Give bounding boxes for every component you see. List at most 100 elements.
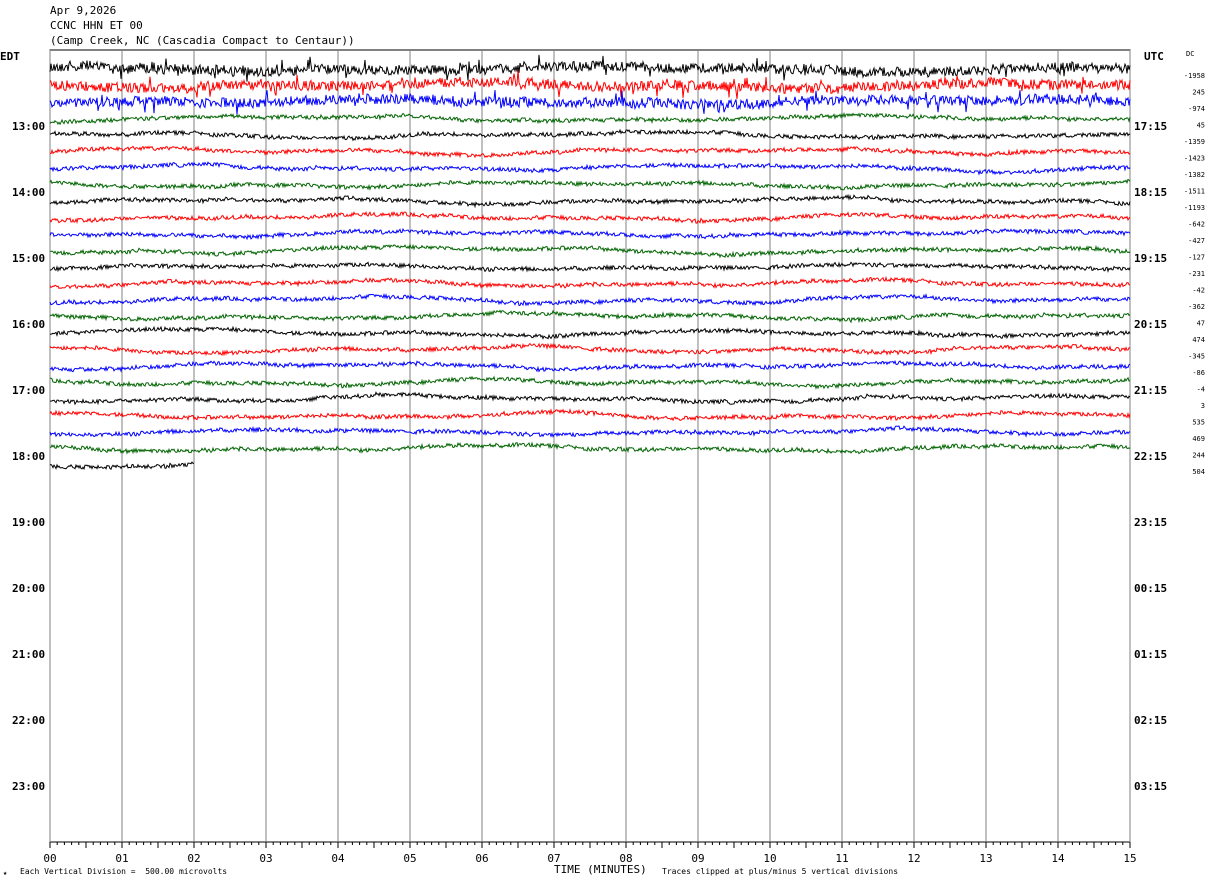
dc-offset-value: -974 [1188, 105, 1205, 113]
dc-offset-value: 244 [1192, 452, 1205, 460]
x-tick-label: 04 [331, 852, 345, 865]
seismic-trace [49, 325, 1131, 340]
x-tick-label: 13 [979, 852, 992, 865]
seismic-trace [49, 128, 1131, 142]
traces [49, 54, 1131, 471]
dc-column-header: DC [1186, 50, 1195, 58]
grid [49, 49, 1131, 848]
left-hour-label: 18:00 [12, 450, 45, 463]
x-tick-label: 14 [1051, 852, 1065, 865]
seismic-trace [49, 54, 1131, 82]
dc-offset-value: -642 [1188, 221, 1205, 229]
chart-date: Apr 9,2026 [50, 4, 117, 17]
dc-offset-value: 469 [1192, 435, 1205, 443]
left-hour-label: 21:00 [12, 648, 45, 661]
seismic-trace [49, 261, 1131, 273]
seismic-trace [49, 70, 1131, 99]
dc-offset-value: 535 [1192, 419, 1205, 427]
x-tick-label: 02 [187, 852, 200, 865]
dc-offset-value: -86 [1192, 369, 1205, 377]
left-hour-label: 14:00 [12, 186, 45, 199]
x-tick-label: 01 [115, 852, 128, 865]
seismic-trace [49, 161, 1131, 176]
x-tick-label: 11 [835, 852, 848, 865]
x-tick-label: 07 [547, 852, 560, 865]
dc-offset-value: 504 [1192, 468, 1205, 476]
left-hour-label: 20:00 [12, 582, 45, 595]
dc-offset-value: -1359 [1184, 138, 1205, 146]
seismic-trace [50, 391, 1131, 406]
clip-note: Traces clipped at plus/minus 5 vertical … [662, 867, 899, 876]
x-axis-label: TIME (MINUTES) [554, 863, 647, 876]
x-tick-label: 15 [1123, 852, 1136, 865]
x-tick-label: 08 [619, 852, 632, 865]
dc-offset-value: -427 [1188, 237, 1205, 245]
plot-frame [49, 49, 1131, 843]
station-code: CCNC HHN ET 00 [50, 19, 143, 32]
dc-offset-value: -362 [1188, 303, 1205, 311]
seismic-trace [49, 309, 1131, 324]
seismic-trace [49, 342, 1131, 357]
seismic-trace [49, 178, 1131, 191]
station-location: (Camp Creek, NC (Cascadia Compact to Cen… [50, 34, 355, 47]
x-tick-label: 00 [43, 852, 56, 865]
x-tick-label: 03 [259, 852, 272, 865]
x-tick-label: 06 [475, 852, 488, 865]
dc-offset-value: -345 [1188, 353, 1205, 361]
seismic-trace [49, 227, 1131, 241]
right-hour-label: 22:15 [1134, 450, 1167, 463]
dc-offset-value: -42 [1192, 287, 1205, 295]
left-timezone-label: EDT [0, 50, 20, 63]
dc-offset-value: 245 [1192, 89, 1205, 97]
seismic-trace [49, 210, 1131, 225]
right-hour-label: 23:15 [1134, 516, 1167, 529]
right-hour-label: 01:15 [1134, 648, 1167, 661]
right-hour-label: 03:15 [1134, 780, 1167, 793]
seismic-trace [49, 375, 1131, 390]
dc-offset-value: -4 [1197, 386, 1205, 394]
seismic-trace [49, 193, 1131, 209]
left-hour-label: 15:00 [12, 252, 45, 265]
left-hour-label: 22:00 [12, 714, 45, 727]
right-hour-label: 02:15 [1134, 714, 1167, 727]
seismic-trace [49, 292, 1131, 307]
seismic-trace [49, 441, 1131, 455]
dc-offset-value: -127 [1188, 254, 1205, 262]
seismic-trace [49, 425, 1131, 438]
dc-offset-value: 3 [1201, 402, 1205, 410]
dc-offset-value: -1382 [1184, 171, 1205, 179]
right-hour-label: 21:15 [1134, 384, 1167, 397]
seismic-trace [49, 275, 1131, 290]
left-hour-label: 16:00 [12, 318, 45, 331]
dc-offset-value: -231 [1188, 270, 1205, 278]
dc-offset-value: 47 [1197, 320, 1205, 328]
seismic-trace [49, 111, 1131, 126]
dc-offset-value: -1958 [1184, 72, 1205, 80]
right-hour-label: 18:15 [1134, 186, 1167, 199]
x-tick-label: 09 [691, 852, 704, 865]
right-hour-label: 19:15 [1134, 252, 1167, 265]
left-hour-label: 17:00 [12, 384, 45, 397]
axis-labels: 00 01 02 03 04 05 06 07 08 09 10 11 12 13 14 15 13:00 14:… [12, 72, 1205, 865]
dc-offset-value: 45 [1197, 122, 1205, 130]
seismic-trace [49, 461, 194, 471]
right-timezone-label: UTC [1144, 50, 1164, 63]
dc-offset-value: 474 [1192, 336, 1205, 344]
seismic-trace [49, 89, 1131, 115]
x-tick-label: 05 [403, 852, 416, 865]
left-hour-label: 13:00 [12, 120, 45, 133]
x-tick-label: 10 [763, 852, 776, 865]
right-hour-label: 20:15 [1134, 318, 1167, 331]
dc-offset-value: -1511 [1184, 188, 1205, 196]
dc-offset-value: -1193 [1184, 204, 1205, 212]
left-hour-label: 19:00 [12, 516, 45, 529]
x-tick-label: 12 [907, 852, 920, 865]
footer-star-icon: ★ [3, 869, 8, 877]
right-hour-label: 00:15 [1134, 582, 1167, 595]
seismic-trace [49, 242, 1131, 259]
seismic-trace [49, 408, 1131, 422]
right-hour-label: 17:15 [1134, 120, 1167, 133]
seismic-trace [49, 145, 1131, 159]
scale-note: Each Vertical Division = 500.00 microvol… [20, 867, 228, 876]
